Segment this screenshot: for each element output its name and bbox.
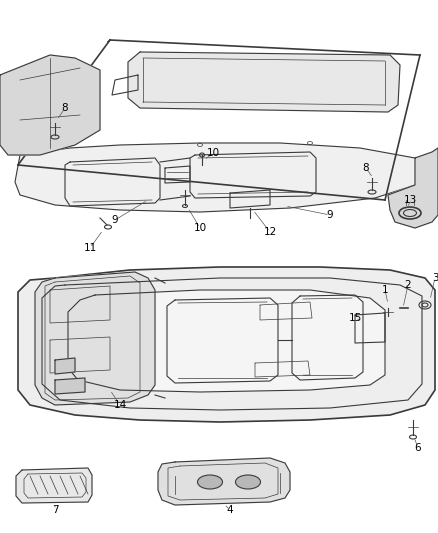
Polygon shape xyxy=(0,55,100,155)
Text: 11: 11 xyxy=(83,243,97,253)
Ellipse shape xyxy=(236,475,261,489)
Polygon shape xyxy=(68,290,385,392)
Text: 10: 10 xyxy=(194,223,207,233)
Polygon shape xyxy=(128,52,400,112)
Text: 1: 1 xyxy=(381,285,389,295)
Text: 15: 15 xyxy=(348,313,362,323)
Text: 8: 8 xyxy=(62,103,68,113)
Ellipse shape xyxy=(198,475,223,489)
Text: 6: 6 xyxy=(415,443,421,453)
Polygon shape xyxy=(18,267,435,422)
Polygon shape xyxy=(55,358,75,374)
Text: 9: 9 xyxy=(327,210,333,220)
Polygon shape xyxy=(388,148,438,228)
Text: 3: 3 xyxy=(432,273,438,283)
Polygon shape xyxy=(158,458,290,505)
Text: 10: 10 xyxy=(206,148,219,158)
Text: 12: 12 xyxy=(263,227,277,237)
Text: 14: 14 xyxy=(113,400,127,410)
Polygon shape xyxy=(16,468,92,503)
Text: 7: 7 xyxy=(52,505,58,515)
Text: 4: 4 xyxy=(227,505,233,515)
Text: 13: 13 xyxy=(403,195,417,205)
Polygon shape xyxy=(15,143,420,212)
Text: 9: 9 xyxy=(112,215,118,225)
Text: 8: 8 xyxy=(363,163,369,173)
Text: 2: 2 xyxy=(405,280,411,290)
Polygon shape xyxy=(55,378,85,394)
Polygon shape xyxy=(35,272,155,405)
